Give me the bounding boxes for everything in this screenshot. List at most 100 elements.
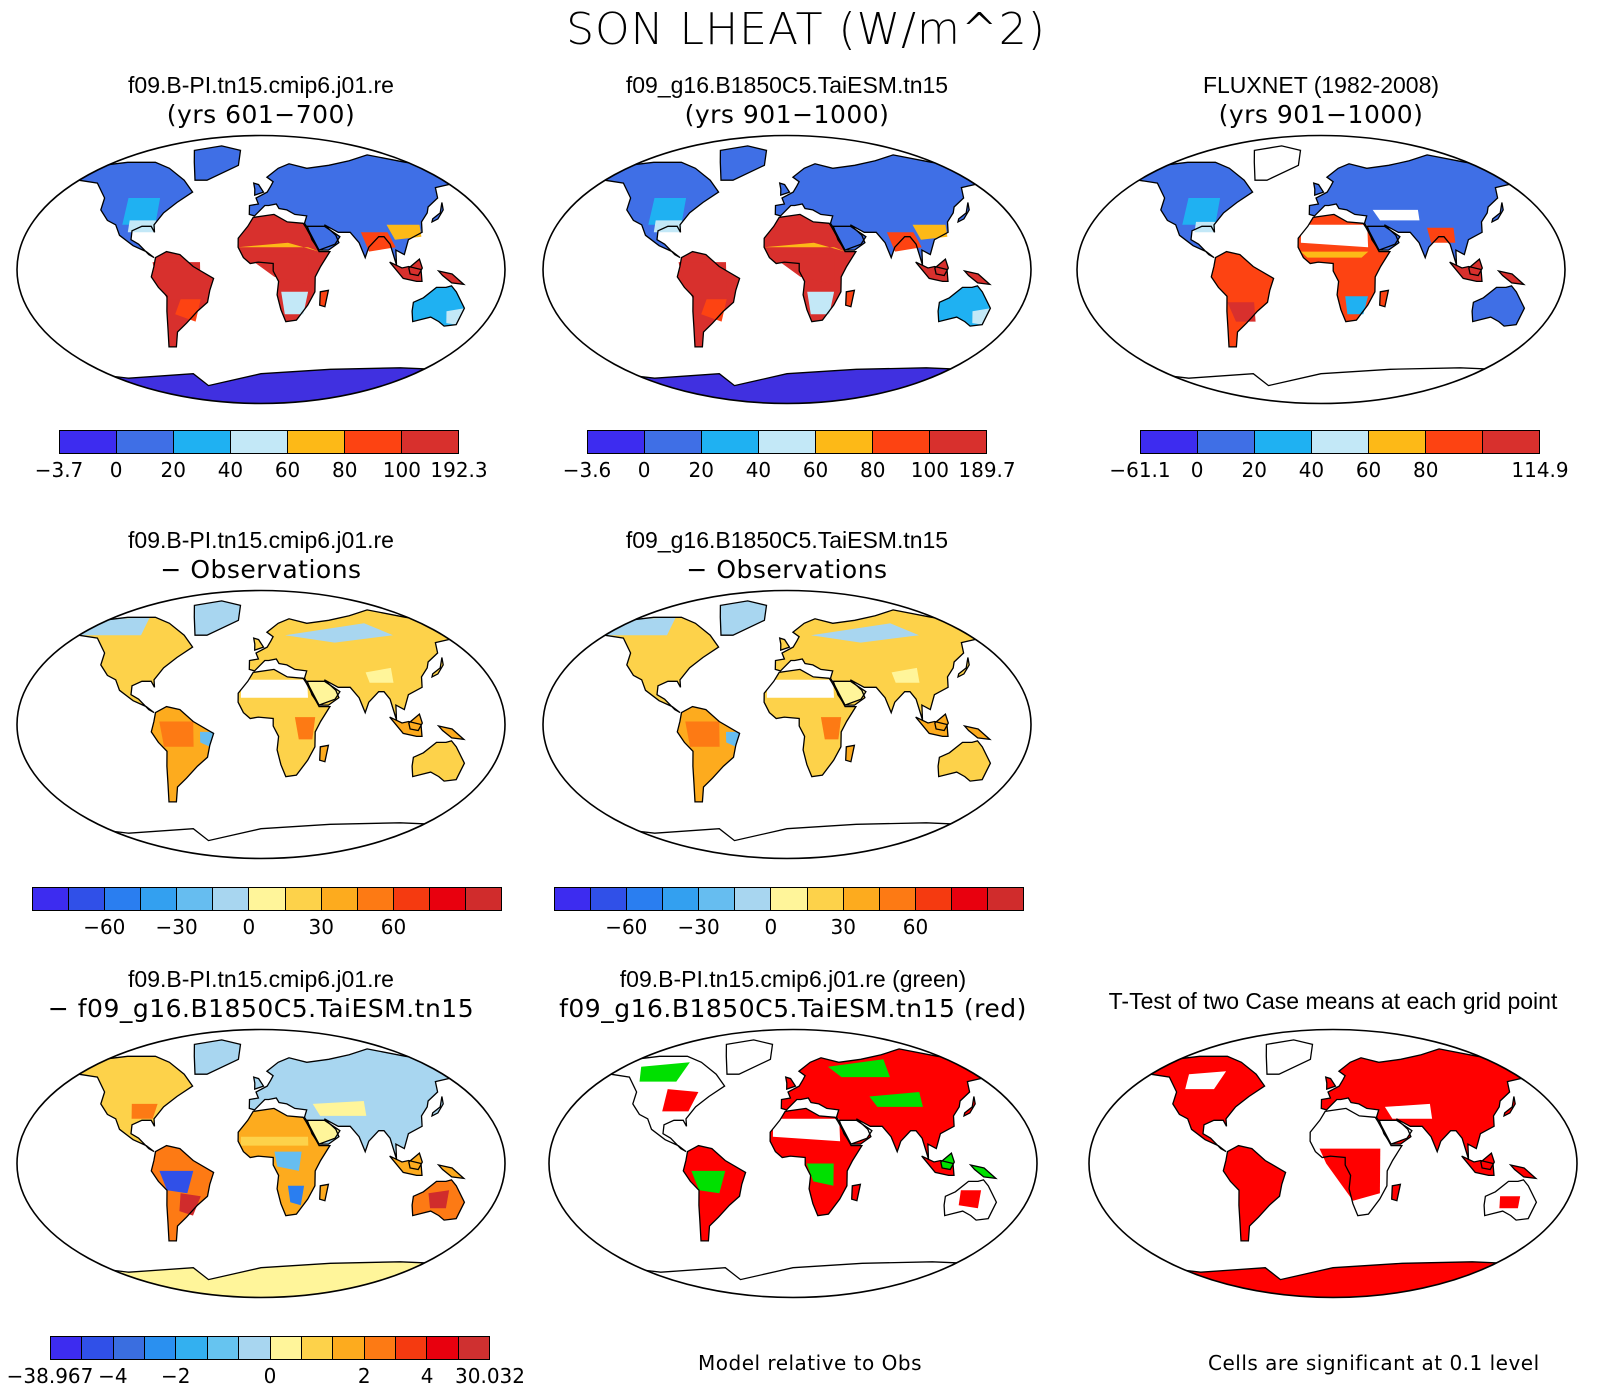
- land-greenland: [1266, 1039, 1313, 1075]
- coastline: [1113, 367, 1528, 404]
- field-region: [828, 1059, 890, 1078]
- coastline: [389, 261, 423, 283]
- field-region: [1427, 227, 1456, 243]
- coastline: [589, 616, 720, 714]
- coastline: [472, 775, 494, 794]
- field-region: [152, 262, 201, 300]
- colorbar-swatch: [285, 888, 322, 910]
- coastline: [1503, 1096, 1516, 1118]
- coastline: [774, 154, 997, 266]
- field-region: [648, 198, 687, 225]
- field-region: [701, 299, 727, 322]
- coastline: [193, 600, 242, 636]
- coastline: [998, 320, 1020, 339]
- colorbar-tick-label: 80: [1412, 458, 1439, 482]
- land-newGuinea: [1498, 271, 1524, 285]
- field-region: [606, 617, 676, 636]
- land-borneo: [940, 1153, 955, 1170]
- land-northAmerica: [65, 617, 193, 713]
- coastline: [937, 740, 992, 782]
- land-eurasia: [1309, 154, 1529, 265]
- field-region: [685, 721, 720, 747]
- land-madagascar: [319, 1184, 329, 1201]
- colorbar-tick-label: −60: [605, 915, 648, 939]
- land-newZealand: [473, 776, 493, 793]
- coastline: [676, 705, 741, 803]
- field-region: [131, 1103, 158, 1119]
- coastline: [1496, 269, 1526, 286]
- coastline: [1125, 1261, 1540, 1298]
- panel-model1-minus-obs: f09.B-PI.tn15.cmip6.j01.re − Observation…: [6, 523, 516, 943]
- colorbar-tick-label: 30.032: [455, 1364, 525, 1388]
- field-region: [678, 262, 727, 300]
- land-eurasia: [775, 154, 995, 265]
- land-southAmerica: [677, 706, 740, 802]
- coastline: [763, 213, 858, 323]
- colorbar-tick-label: −30: [155, 915, 198, 939]
- coastline: [389, 1155, 423, 1177]
- coastline: [63, 616, 194, 714]
- colorbar-swatch: [1483, 431, 1539, 453]
- colorbar-swatch: [930, 431, 986, 453]
- world-map: [548, 1028, 1038, 1299]
- coastline: [306, 225, 341, 251]
- colorbar-swatch: [176, 1337, 208, 1359]
- colorbar-tick-label: −2: [160, 1364, 191, 1388]
- colorbar-tick-label: 60: [274, 458, 301, 482]
- land-northAmerica: [65, 1056, 193, 1152]
- field-region: [891, 667, 920, 683]
- coastline: [252, 1076, 265, 1091]
- coastline: [63, 1055, 194, 1153]
- field-region: [240, 679, 308, 698]
- colorbar-swatch: [1141, 431, 1198, 453]
- coastline: [957, 202, 970, 224]
- field-region: [1182, 198, 1221, 225]
- colorbar-swatch: [177, 888, 214, 910]
- panel-subtitle: (yrs 601−700): [166, 100, 356, 129]
- coastline: [389, 716, 423, 738]
- land-uk: [785, 1077, 796, 1090]
- colorbar-swatch: [402, 431, 458, 453]
- colorbar-tick-label: 4: [420, 1364, 434, 1388]
- land-newGuinea: [970, 1165, 996, 1179]
- coastline: [937, 285, 992, 327]
- panel-model-relative-to-obs: f09.B-PI.tn15.cmip6.j01.re (green) f09_g…: [538, 962, 1048, 1382]
- land-greenland: [726, 1039, 773, 1075]
- land-antarctica: [579, 367, 994, 404]
- colorbar-tick-label: 40: [1298, 458, 1325, 482]
- coastline: [431, 202, 444, 224]
- field-region: [820, 717, 842, 740]
- colorbar-swatch: [555, 888, 592, 910]
- coastline: [934, 712, 950, 732]
- land-southAmerica: [1223, 1145, 1286, 1241]
- colorbar-tick-label: 0: [1190, 458, 1204, 482]
- land-antarctica: [53, 1261, 468, 1298]
- colorbar-swatch: [117, 431, 174, 453]
- colorbar-swatches: [554, 887, 1024, 911]
- coastline: [436, 269, 466, 286]
- panel-subtitle: (yrs 901−1000): [684, 100, 890, 129]
- colorbar-swatch: [174, 431, 231, 453]
- panel-title: f09.B-PI.tn15.cmip6.j01.re: [128, 527, 394, 553]
- coastline: [319, 1183, 330, 1202]
- colorbar-tick-label: 0: [764, 915, 778, 939]
- coastline: [1210, 250, 1275, 348]
- land-greenland: [720, 145, 767, 181]
- coastline: [682, 1144, 747, 1242]
- colorbar-swatches: [587, 430, 987, 454]
- colorbar-swatch: [1369, 431, 1426, 453]
- land-borneo: [408, 1153, 423, 1170]
- land-southAmerica: [151, 706, 214, 802]
- coastline: [252, 182, 265, 197]
- panel-subtitle: − f09_g16.B1850C5.TaiESM.tn15: [47, 994, 475, 1023]
- colorbar-swatch: [1198, 431, 1255, 453]
- land-uk: [253, 183, 264, 196]
- land-greenland: [194, 600, 241, 636]
- land-newGuinea: [964, 271, 990, 285]
- coastline: [921, 1155, 955, 1177]
- land-newGuinea: [438, 271, 464, 285]
- field-region: [238, 242, 320, 252]
- field-region: [764, 242, 846, 252]
- colorbar-tick-label: 114.9: [1511, 458, 1569, 482]
- colorbar-tick-label: −3.6: [562, 458, 612, 482]
